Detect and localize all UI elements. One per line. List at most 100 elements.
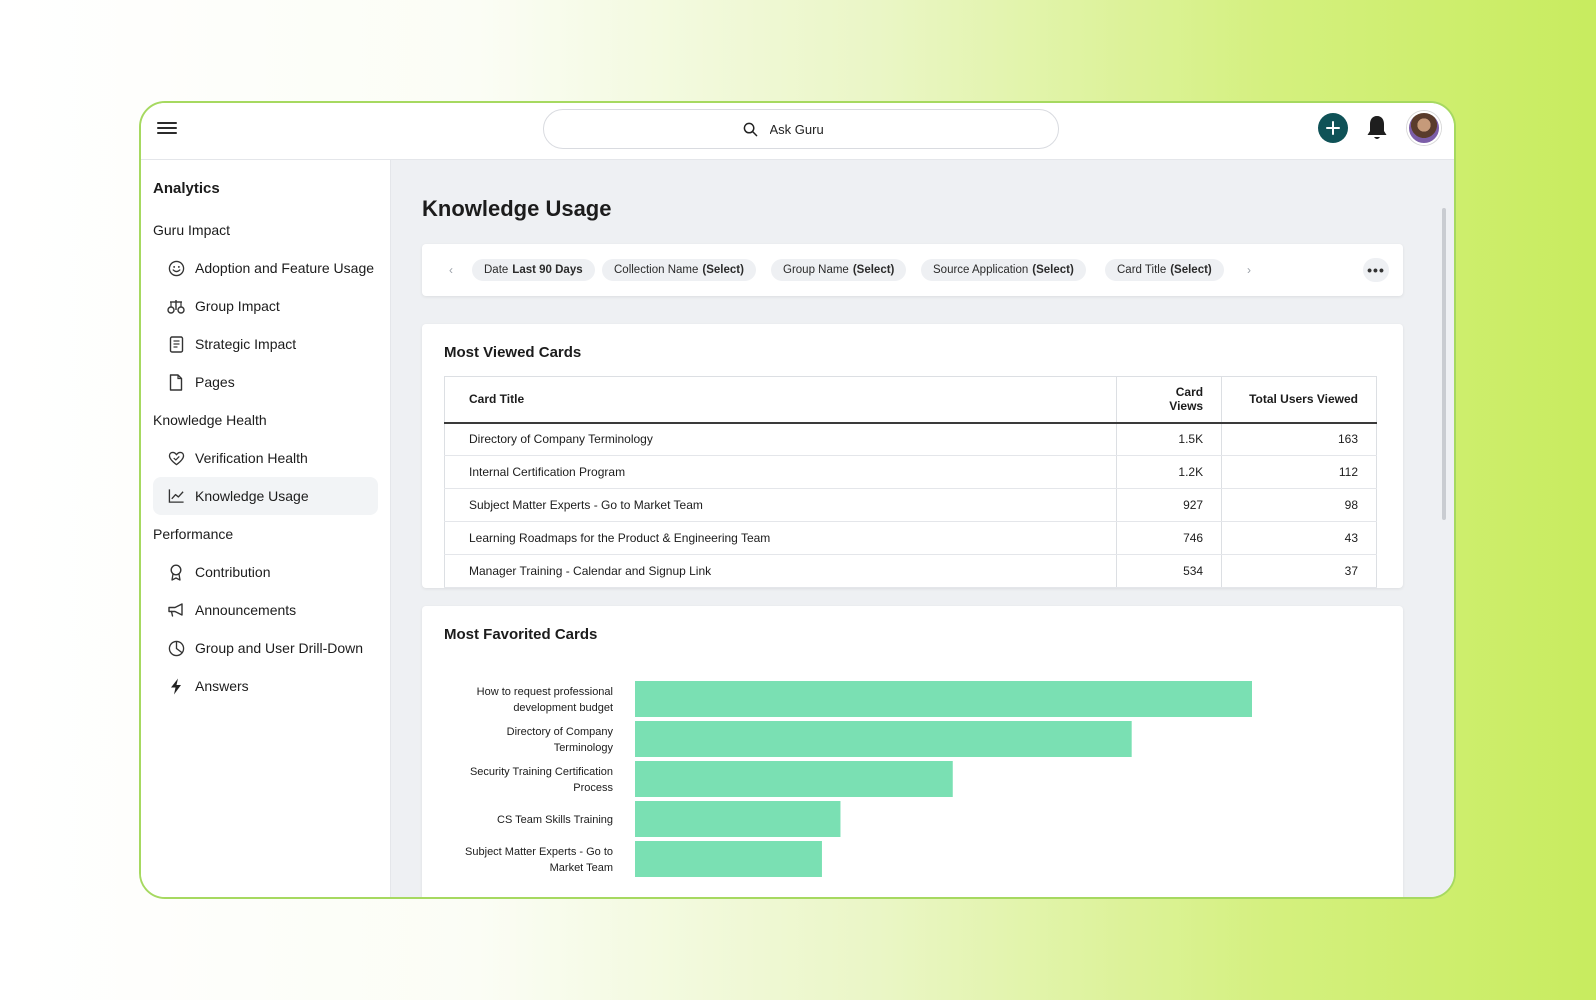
sidebar-item-group-impact[interactable]: Group Impact (153, 287, 378, 325)
sidebar-item-pages[interactable]: Pages (153, 363, 378, 401)
chart-category-label: Terminology (554, 742, 614, 754)
table-row[interactable]: Internal Certification Program 1.2K 112 (444, 455, 1377, 489)
sidebar-item-label: Answers (195, 678, 249, 694)
ribbon-icon (167, 563, 185, 581)
megaphone-icon (167, 601, 185, 619)
filter-name: Collection Name (614, 264, 699, 276)
table-row[interactable]: Subject Matter Experts - Go to Market Te… (444, 488, 1377, 522)
chart-category-label: Market Team (550, 862, 613, 874)
sidebar: Analytics Guru Impact Adoption and Featu… (141, 160, 391, 897)
chart-category-label: Subject Matter Experts - Go to (465, 846, 613, 858)
filter-chip-source-application[interactable]: Source Application (Select) (921, 259, 1086, 281)
filter-chip-card-title[interactable]: Card Title (Select) (1105, 259, 1224, 281)
search-icon (743, 122, 757, 136)
search-bar[interactable] (543, 109, 1059, 149)
filter-value: (Select) (1170, 264, 1212, 276)
sidebar-item-contribution[interactable]: Contribution (153, 553, 378, 591)
sidebar-item-drill-down[interactable]: Group and User Drill-Down (153, 629, 378, 667)
chart-category-label: Security Training Certification (470, 766, 613, 778)
cell-total-users: 163 (1221, 422, 1377, 456)
sidebar-item-knowledge-usage[interactable]: Knowledge Usage (153, 477, 378, 515)
filter-chip-group[interactable]: Group Name (Select) (771, 259, 907, 281)
most-viewed-table: Card Title Card Views Total Users Viewed… (444, 376, 1377, 588)
cell-total-users: 37 (1221, 554, 1377, 588)
most-favorited-card: Most Favorited Cards How to request prof… (422, 606, 1403, 897)
column-header-card-title[interactable]: Card Title (444, 376, 1118, 424)
filter-bar: ‹ Date Last 90 Days Collection Name (Selec… (422, 244, 1403, 296)
sidebar-item-strategic-impact[interactable]: Strategic Impact (153, 325, 378, 363)
chart-bar[interactable] (635, 761, 953, 797)
cell-card-title: Internal Certification Program (444, 455, 1118, 489)
sidebar-item-label: Strategic Impact (195, 336, 297, 352)
cell-card-views: 534 (1116, 554, 1223, 588)
menu-icon[interactable] (157, 119, 177, 137)
sidebar-section-performance: Performance (153, 526, 234, 542)
sidebar-item-label: Pages (195, 374, 235, 390)
table-row[interactable]: Directory of Company Terminology 1.5K 16… (444, 422, 1377, 456)
cell-card-views: 1.5K (1116, 422, 1223, 456)
cell-total-users: 98 (1221, 488, 1377, 522)
chevron-left-icon[interactable]: ‹ (449, 263, 453, 277)
cell-total-users: 112 (1221, 455, 1377, 489)
avatar[interactable] (1407, 111, 1441, 145)
sidebar-section-guru-impact: Guru Impact (153, 222, 231, 238)
sidebar-item-adoption[interactable]: Adoption and Feature Usage (153, 249, 378, 287)
page-icon (167, 373, 185, 391)
cell-card-views: 746 (1116, 521, 1223, 555)
bell-icon[interactable] (1365, 114, 1389, 142)
table-row[interactable]: Manager Training - Calendar and Signup L… (444, 554, 1377, 588)
filter-chip-collection[interactable]: Collection Name (Select) (602, 259, 756, 281)
chart-bar[interactable] (635, 721, 1132, 757)
scrollbar[interactable] (1442, 208, 1446, 520)
main-content: Knowledge Usage ‹ Date Last 90 Days Colle… (391, 160, 1454, 897)
sidebar-item-verification-health[interactable]: Verification Health (153, 439, 378, 477)
chart-bar[interactable] (635, 801, 841, 837)
line-chart-icon (167, 487, 185, 505)
sidebar-item-label: Announcements (195, 602, 297, 618)
smiley-icon (167, 259, 185, 277)
chart-category-label: Directory of Company (507, 726, 614, 738)
filter-name: Group Name (783, 264, 849, 276)
app-window: Analytics Guru Impact Adoption and Featu… (139, 101, 1456, 899)
chart-category-label: How to request professional (477, 686, 613, 698)
chevron-right-icon[interactable]: › (1247, 263, 1251, 277)
chart-bar[interactable] (635, 841, 822, 877)
sidebar-title: Analytics (153, 180, 220, 197)
sidebar-item-label: Knowledge Usage (195, 488, 309, 504)
chart-category-label: development budget (513, 702, 613, 714)
cell-card-title: Learning Roadmaps for the Product & Engi… (444, 521, 1118, 555)
chart-category-label: Process (573, 782, 613, 794)
sidebar-item-label: Adoption and Feature Usage (195, 260, 375, 276)
scale-icon (167, 297, 185, 315)
chart-category-label: CS Team Skills Training (497, 814, 613, 826)
bolt-icon (167, 677, 185, 695)
sidebar-item-label: Contribution (195, 564, 271, 580)
cell-total-users: 43 (1221, 521, 1377, 555)
heart-check-icon (167, 449, 185, 467)
more-options-button[interactable]: ••• (1363, 258, 1389, 282)
add-button[interactable] (1318, 113, 1348, 143)
plus-icon (1326, 121, 1340, 135)
most-favorited-chart: How to request professional development b… (465, 681, 1252, 877)
cell-card-title: Directory of Company Terminology (444, 422, 1118, 456)
filter-chip-date[interactable]: Date Last 90 Days (472, 259, 595, 281)
sidebar-item-answers[interactable]: Answers (153, 667, 378, 705)
cell-card-title: Subject Matter Experts - Go to Market Te… (444, 488, 1118, 522)
filter-value: (Select) (852, 264, 895, 276)
top-bar (141, 103, 1454, 160)
pie-icon (167, 639, 185, 657)
filter-value: Last 90 Days (512, 264, 583, 276)
page-title: Knowledge Usage (422, 196, 612, 221)
sidebar-section-knowledge-health: Knowledge Health (153, 412, 267, 428)
column-header-card-views[interactable]: Card Views (1116, 376, 1223, 424)
search-input[interactable] (769, 121, 860, 137)
chart-bar[interactable] (635, 681, 1252, 717)
sidebar-item-label: Group and User Drill-Down (195, 640, 364, 656)
document-icon (167, 335, 185, 353)
table-header-row: Card Title Card Views Total Users Viewed (444, 376, 1377, 424)
sidebar-item-announcements[interactable]: Announcements (153, 591, 378, 629)
sidebar-item-label: Group Impact (195, 298, 280, 314)
table-row[interactable]: Learning Roadmaps for the Product & Engi… (444, 521, 1377, 555)
cell-card-views: 927 (1116, 488, 1223, 522)
column-header-total-users[interactable]: Total Users Viewed (1221, 376, 1377, 424)
